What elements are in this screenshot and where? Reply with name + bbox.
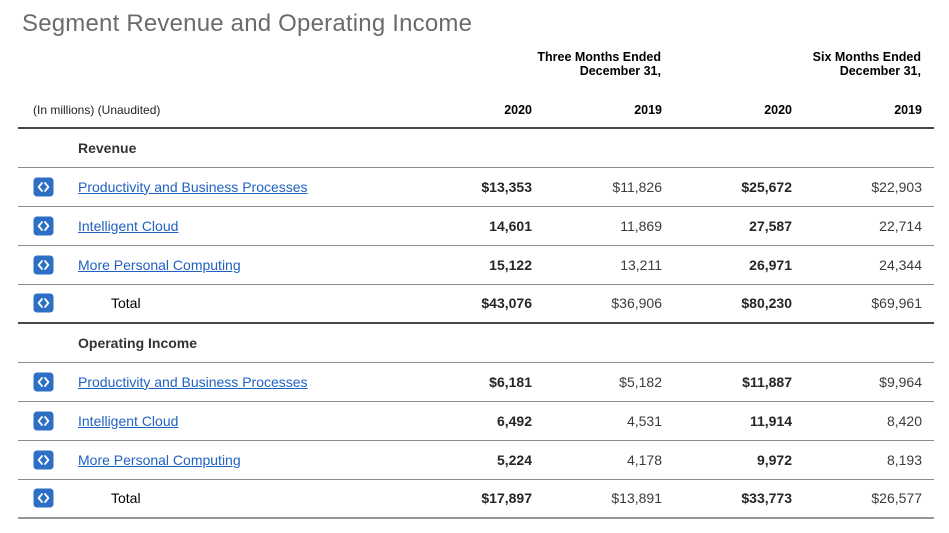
year-header-2020-h: 2020 [764,103,792,117]
table-header: Three Months Ended December 31, Six Month… [18,50,934,128]
xbrl-tag-icon[interactable] [33,255,54,275]
value-cell: $5,182 [544,361,674,401]
value-cell: $17,897 [414,478,544,518]
xbrl-tag-icon[interactable] [33,216,54,236]
icon-cell [18,361,62,401]
value-cell: $26,577 [804,478,934,518]
period-header-row: Three Months Ended December 31, Six Month… [18,50,934,90]
value-cell: $43,076 [414,283,544,323]
year-header-2019-h: 2019 [894,103,922,117]
value-cell: $13,353 [414,166,544,206]
segment-link[interactable]: Intelligent Cloud [78,217,179,234]
total-label: Total [111,490,141,507]
segment-revenue-table: Three Months Ended December 31, Six Month… [18,50,934,519]
value-cell: 11,914 [674,400,804,440]
table-body: Revenue Productivity and Business Process… [18,127,934,518]
segment-link[interactable]: Productivity and Business Processes [78,178,308,195]
table-row: Total $43,076 $36,906 $80,230 $69,961 [18,283,934,323]
value-cell: $80,230 [674,283,804,323]
xbrl-tag-icon[interactable] [33,450,54,470]
header-spacer [18,50,414,90]
table-row: Productivity and Business Processes $6,18… [18,361,934,401]
value-cell: 24,344 [804,244,934,284]
table-row: Intelligent Cloud 6,492 4,531 11,914 8,420 [18,400,934,440]
units-note: (In millions) (Unaudited) [33,103,161,117]
table-row: Productivity and Business Processes $13,3… [18,166,934,206]
table-row: Intelligent Cloud 14,601 11,869 27,587 22,71… [18,205,934,245]
value-cell: 27,587 [674,205,804,245]
year-header-row: (In millions) (Unaudited) 2020 2019 2020… [18,90,934,128]
value-cell: 6,492 [414,400,544,440]
value-cell: 22,714 [804,205,934,245]
year-header-2019-q: 2019 [634,103,662,117]
table-row: More Personal Computing 5,224 4,178 9,972 8,… [18,439,934,479]
value-cell: 9,972 [674,439,804,479]
section-title: Operating Income [78,334,198,351]
icon-cell [18,205,62,245]
value-cell: 26,971 [674,244,804,284]
value-cell: $36,906 [544,283,674,323]
value-cell: 13,211 [544,244,674,284]
year-header-2020-q: 2020 [504,103,532,117]
section-header-row: Revenue [18,127,934,167]
value-cell: $25,672 [674,166,804,206]
segment-link[interactable]: Intelligent Cloud [78,412,179,429]
value-cell: $13,891 [544,478,674,518]
value-cell: 8,193 [804,439,934,479]
segment-link[interactable]: More Personal Computing [78,256,241,273]
page-title: Segment Revenue and Operating Income [22,10,473,37]
value-cell: $6,181 [414,361,544,401]
segment-link[interactable]: More Personal Computing [78,451,241,468]
value-cell: 11,869 [544,205,674,245]
period-header-six-months: Six Months Ended December 31, [812,50,921,78]
icon-cell [18,283,62,323]
xbrl-tag-icon[interactable] [33,372,54,392]
value-cell: $33,773 [674,478,804,518]
xbrl-tag-icon[interactable] [33,488,54,508]
xbrl-tag-icon[interactable] [33,411,54,431]
value-cell: $11,887 [674,361,804,401]
section-title: Revenue [78,139,137,156]
icon-cell [18,244,62,284]
total-label: Total [111,295,141,312]
value-cell: 4,178 [544,439,674,479]
icon-cell-empty [18,322,62,362]
xbrl-tag-icon[interactable] [33,293,54,313]
icon-cell [18,478,62,518]
value-cell: 15,122 [414,244,544,284]
icon-cell-empty [18,127,62,167]
period-header-three-months: Three Months Ended December 31, [537,50,661,78]
icon-cell [18,439,62,479]
section-header-row: Operating Income [18,322,934,362]
icon-cell [18,166,62,206]
xbrl-tag-icon[interactable] [33,177,54,197]
value-cell: $69,961 [804,283,934,323]
segment-report-page: Segment Revenue and Operating Income Thr… [18,10,934,519]
table-row: Total $17,897 $13,891 $33,773 $26,577 [18,478,934,518]
value-cell: 4,531 [544,400,674,440]
value-cell: 8,420 [804,400,934,440]
value-cell: $22,903 [804,166,934,206]
value-cell: $11,826 [544,166,674,206]
value-cell: 5,224 [414,439,544,479]
segment-link[interactable]: Productivity and Business Processes [78,373,308,390]
icon-cell [18,400,62,440]
value-cell: 14,601 [414,205,544,245]
table-row: More Personal Computing 15,122 13,211 26,97… [18,244,934,284]
value-cell: $9,964 [804,361,934,401]
